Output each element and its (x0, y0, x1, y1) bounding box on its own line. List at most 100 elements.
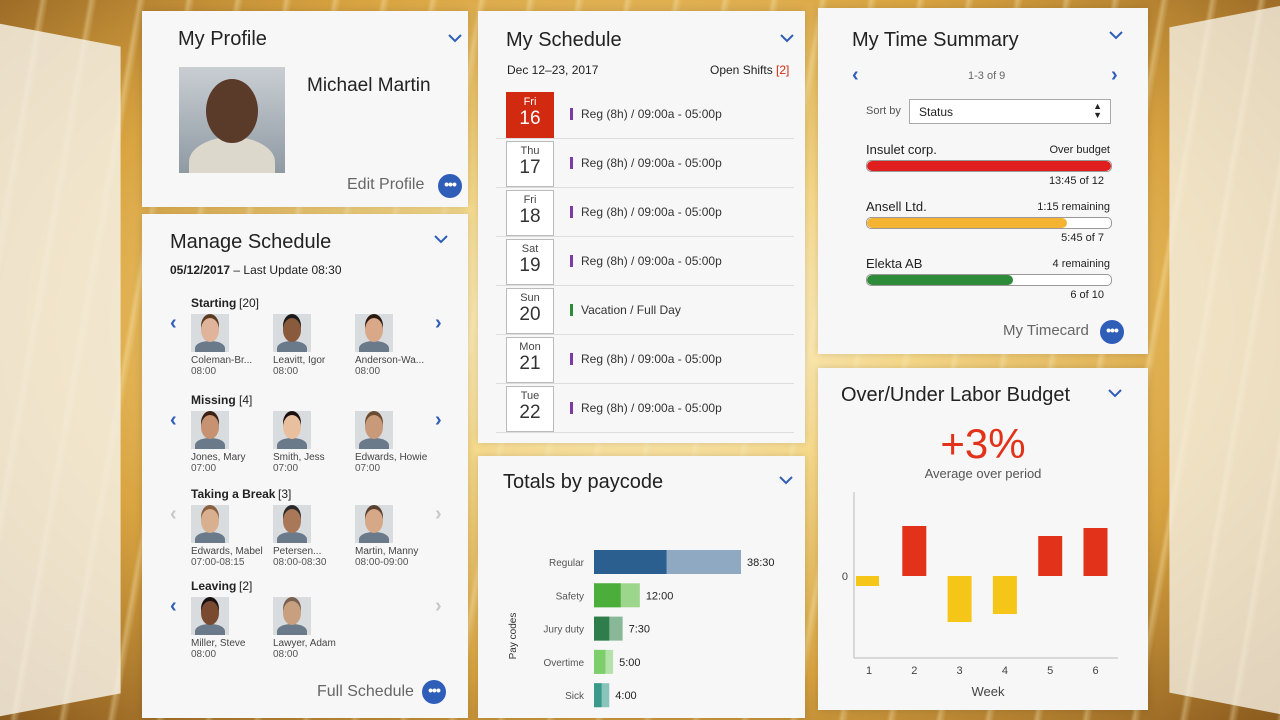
chevron-down-icon[interactable] (1109, 30, 1123, 40)
person-time: 08:00 (355, 366, 381, 377)
shift-text: Reg (8h) / 09:00a - 05:00p (581, 254, 722, 268)
person-item[interactable]: Martin, Manny 08:00-09:00 (355, 505, 435, 568)
pager-text: 1-3 of 9 (968, 70, 1006, 82)
schedule-row[interactable]: Fri 18 Reg (8h) / 09:00a - 05:00p (496, 188, 794, 237)
manage-schedule-card: Manage Schedule 05/12/2017 – Last Update… (142, 214, 468, 718)
next-arrow-icon[interactable]: › (435, 503, 442, 525)
schedule-row[interactable]: Mon 21 Reg (8h) / 09:00a - 05:00p (496, 335, 794, 384)
sort-select[interactable]: Status ▲ ▼ (909, 99, 1111, 124)
bar-segment (594, 649, 606, 674)
day-box: Sun 20 (506, 288, 554, 334)
person-item[interactable]: Petersen... 08:00-08:30 (273, 505, 353, 568)
person-name: Martin, Manny (355, 546, 419, 557)
shift-info: Reg (8h) / 09:00a - 05:00p (570, 352, 722, 366)
budget-bar (1038, 536, 1063, 576)
prev-arrow-icon[interactable]: ‹ (170, 595, 177, 617)
progress-bar (866, 160, 1112, 172)
avatar (191, 411, 229, 449)
my-timecard-link[interactable]: My Timecard (1003, 322, 1089, 339)
x-tick-label: 3 (957, 665, 963, 677)
chevron-down-icon[interactable] (448, 33, 462, 43)
person-item[interactable]: Leavitt, Igor 08:00 (273, 314, 353, 377)
avatar (191, 597, 229, 635)
next-arrow-icon[interactable]: › (1111, 64, 1118, 86)
avatar (273, 597, 311, 635)
person-item[interactable]: Jones, Mary 07:00 (191, 411, 271, 474)
person-item[interactable]: Lawyer, Adam 08:00 (273, 597, 353, 660)
day-name: Fri (523, 96, 537, 108)
more-icon[interactable]: ••• (438, 174, 462, 198)
prev-arrow-icon[interactable]: ‹ (170, 409, 177, 431)
category-label: Safety (556, 591, 584, 602)
chevron-down-icon[interactable] (780, 33, 794, 43)
edit-profile-link[interactable]: Edit Profile (347, 176, 425, 193)
day-number: 18 (519, 206, 541, 227)
shift-color-bar (570, 255, 573, 267)
schedule-row[interactable]: Sat 19 Reg (8h) / 09:00a - 05:00p (496, 237, 794, 286)
x-tick-label: 2 (911, 665, 917, 677)
chevron-down-icon[interactable] (779, 475, 793, 485)
x-axis-label: Week (972, 684, 1005, 699)
section-count: [4] (239, 393, 253, 407)
day-box: Fri 18 (506, 190, 554, 236)
card-title: My Schedule (506, 29, 622, 51)
person-item[interactable]: Anderson-Wa... 08:00 (355, 314, 435, 377)
progress-fill (867, 275, 1014, 285)
person-item[interactable]: Coleman-Br... 08:00 (191, 314, 271, 377)
open-shifts-link[interactable]: Open Shifts [2] (710, 63, 790, 77)
day-name: Sat (521, 243, 539, 255)
item-name: Insulet corp. (866, 142, 937, 157)
prev-arrow-icon[interactable]: ‹ (170, 312, 177, 334)
day-box: Mon 21 (506, 337, 554, 383)
section-label: Starting (191, 296, 237, 310)
category-label: Sick (565, 691, 585, 702)
section-label: Leaving (191, 579, 237, 593)
next-arrow-icon[interactable]: › (435, 595, 442, 617)
schedule-row[interactable]: Tue 22 Reg (8h) / 09:00a - 05:00p (496, 384, 794, 433)
background-app-left (0, 20, 121, 720)
person-item[interactable]: Edwards, Howie 07:00 (355, 411, 435, 474)
shift-text: Vacation / Full Day (581, 303, 681, 317)
item-value: 6 of 10 (1070, 289, 1104, 301)
x-tick-label: 6 (1092, 665, 1098, 677)
day-box: Fri 16 (506, 92, 554, 138)
person-item[interactable]: Smith, Jess 07:00 (273, 411, 353, 474)
full-schedule-link[interactable]: Full Schedule (317, 683, 414, 700)
person-item[interactable]: Miller, Steve 08:00 (191, 597, 271, 660)
person-time: 07:00 (355, 463, 381, 474)
shift-text: Reg (8h) / 09:00a - 05:00p (581, 401, 722, 415)
more-icon[interactable]: ••• (1100, 320, 1124, 344)
sort-by-label: Sort by (866, 105, 901, 117)
item-status: Over budget (1049, 144, 1110, 156)
section-label: Missing (191, 393, 236, 407)
person-name: Edwards, Mabel (191, 546, 263, 557)
person-name: Coleman-Br... (191, 355, 253, 366)
person-time: 08:00 (191, 366, 217, 377)
schedule-range: Dec 12–23, 2017 (507, 63, 599, 77)
more-icon[interactable]: ••• (422, 680, 446, 704)
person-time: 08:00 (273, 649, 299, 660)
prev-arrow-icon[interactable]: ‹ (852, 64, 859, 86)
item-value: 5:45 of 7 (1061, 232, 1104, 244)
budget-bar (856, 576, 879, 586)
avatar (355, 505, 393, 543)
person-item[interactable]: Edwards, Mabel 07:00-08:15 (191, 505, 271, 568)
next-arrow-icon[interactable]: › (435, 312, 442, 334)
person-time: 07:00 (273, 463, 299, 474)
chevron-down-icon[interactable] (434, 234, 448, 244)
card-title: Manage Schedule (170, 231, 332, 253)
category-label: Overtime (543, 658, 584, 669)
day-name: Sun (520, 292, 540, 304)
schedule-row[interactable]: Sun 20 Vacation / Full Day (496, 286, 794, 335)
totals-by-paycode-card: Totals by paycode Pay codes Regular 38:30 S… (478, 456, 805, 718)
next-arrow-icon[interactable]: › (435, 409, 442, 431)
x-tick-label: 4 (1002, 665, 1008, 677)
day-number: 20 (519, 304, 541, 325)
bar-segment (594, 550, 667, 574)
budget-bar (947, 576, 972, 622)
chevron-down-icon[interactable] (1108, 388, 1122, 398)
schedule-row[interactable]: Thu 17 Reg (8h) / 09:00a - 05:00p (496, 139, 794, 188)
prev-arrow-icon[interactable]: ‹ (170, 503, 177, 525)
schedule-row[interactable]: Fri 16 Reg (8h) / 09:00a - 05:00p (496, 90, 794, 139)
my-time-summary-card: My Time Summary ‹ 1-3 of 9 › Sort by Sta… (818, 8, 1148, 354)
